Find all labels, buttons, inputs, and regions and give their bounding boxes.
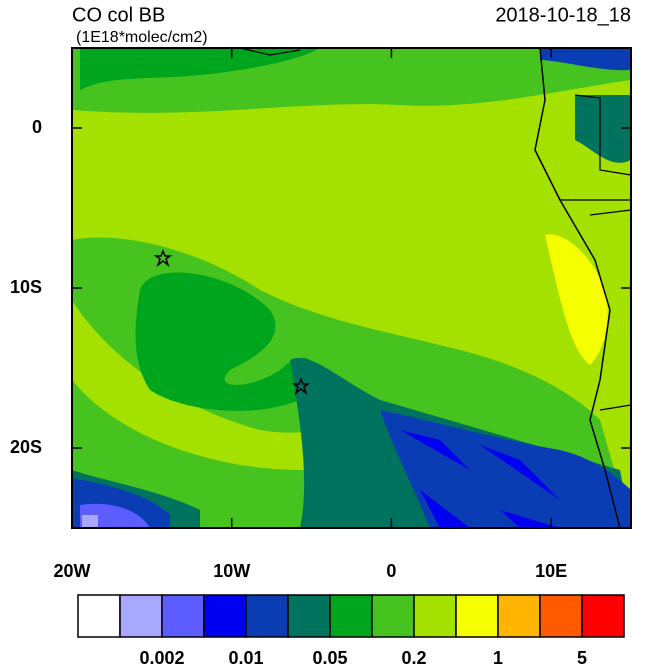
marker-star: [153, 248, 173, 268]
marker-star: [291, 376, 311, 396]
colorbar-box: [161, 594, 205, 638]
colorbar-box: [497, 594, 541, 638]
colorbar-box: [455, 594, 499, 638]
colorbar-box: [119, 594, 163, 638]
colorbar-label: 1: [493, 648, 503, 667]
y-tick-label: 10S: [10, 277, 42, 297]
y-tick-label: 20S: [10, 437, 42, 457]
colorbar-label: 5: [577, 648, 587, 667]
colorbar-label: 0.05: [312, 648, 347, 667]
x-tick-label: 10W: [213, 561, 250, 581]
colorbar-box: [581, 594, 625, 638]
subtitle: (1E18*molec/cm2): [76, 29, 208, 46]
colorbar-box: [539, 594, 583, 638]
title: CO col BB: [72, 4, 165, 26]
colorbar-box: [77, 594, 121, 638]
colorbar-box: [329, 594, 373, 638]
colorbar-box: [371, 594, 415, 638]
y-tick-label: 0: [32, 117, 42, 137]
colorbar-label: 0.002: [139, 648, 184, 667]
x-tick-label: 20W: [53, 561, 90, 581]
colorbar-box: [413, 594, 457, 638]
date-label: 2018-10-18_18: [495, 4, 631, 26]
x-tick-label: 10E: [535, 561, 567, 581]
colorbar-box: [245, 594, 289, 638]
contour-field: [72, 48, 631, 528]
colorbar-box: [287, 594, 331, 638]
colorbar-label: 0.2: [401, 648, 426, 667]
x-tick-label: 0: [386, 561, 396, 581]
colorbar-box: [203, 594, 247, 638]
colorbar-label: 0.01: [228, 648, 263, 667]
